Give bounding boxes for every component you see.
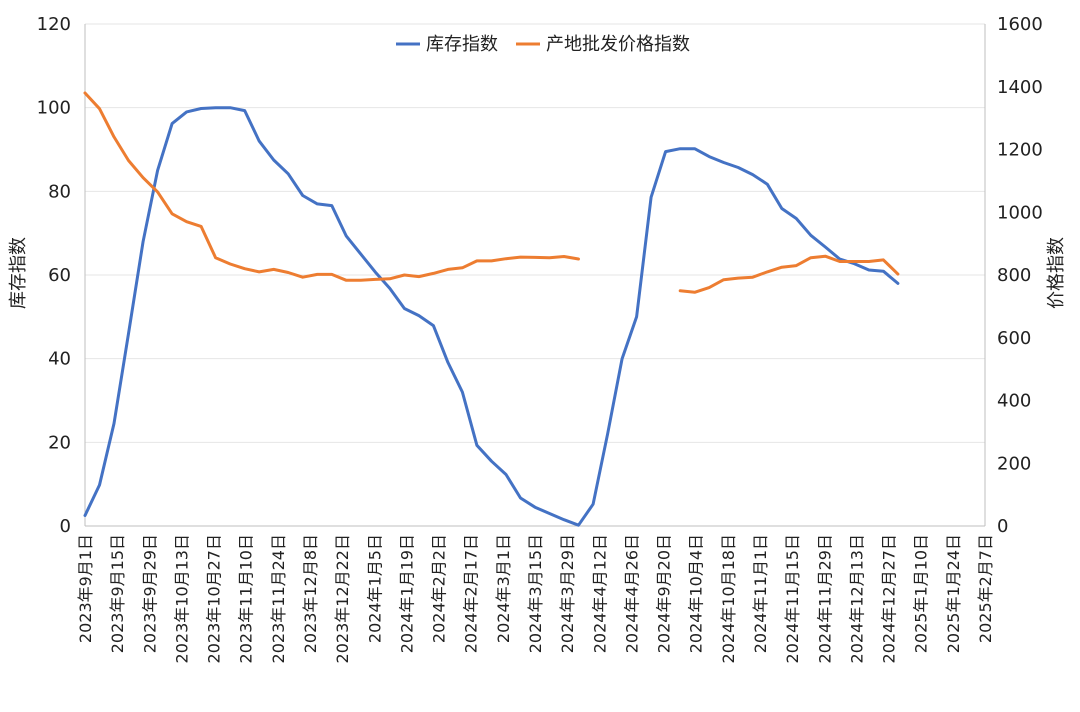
x-tick-label: 2024年11月29日 [815,534,834,663]
y2-tick-label: 1400 [997,77,1043,98]
x-tick-label: 2023年11月10日 [237,534,256,663]
x-tick-label: 2023年10月13日 [172,534,191,663]
y2-tick-label: 1200 [997,140,1043,161]
x-tick-label: 2024年4月12日 [590,534,609,653]
y-tick-label: 60 [48,265,71,286]
x-tick-label: 2024年11月15日 [783,534,802,663]
x-tick-label: 2023年10月27日 [205,534,224,663]
y2-tick-label: 400 [997,391,1031,412]
gridlines [85,23,985,527]
y2-tick-label: 0 [997,516,1008,537]
series-line-inventory [83,106,900,527]
y2-tick-label: 1000 [997,202,1043,223]
x-tick-label: 2024年9月20日 [655,534,674,653]
x-axis-tick-labels: 2023年9月1日 2023年9月15日 2023年9月29日 2023年10月13日… [76,534,995,663]
y-axis-left-tick-labels: 0 20 40 60 80 100 120 [37,14,71,537]
x-tick-label: 2024年3月1日 [494,534,513,643]
legend-label-inventory: 库存指数 [426,34,498,55]
y-tick-label: 0 [60,516,71,537]
y2-tick-label: 200 [997,453,1031,474]
y-tick-label: 80 [48,181,71,202]
x-tick-label: 2023年12月8日 [301,534,320,653]
x-tick-label: 2023年12月22日 [333,534,352,663]
y-axis-left-title: 库存指数 [8,237,29,309]
x-tick-label: 2023年9月1日 [76,534,95,643]
x-tick-label: 2023年9月29日 [140,534,159,653]
x-tick-label: 2024年3月29日 [558,534,577,653]
x-tick-label: 2025年1月10日 [912,534,931,653]
y-axis-right-tick-labels: 0 200 400 600 800 1000 1200 1400 1600 [997,14,1043,537]
y2-tick-label: 800 [997,265,1031,286]
x-tick-label: 2024年1月19日 [397,534,416,653]
x-tick-label: 2024年4月26日 [622,534,641,653]
x-tick-label: 2024年12月27日 [880,534,899,663]
series-lines [83,91,900,527]
x-tick-label: 2024年11月1日 [751,534,770,653]
x-tick-label: 2024年10月18日 [719,534,738,663]
y-tick-label: 100 [37,98,71,119]
y2-tick-label: 600 [997,328,1031,349]
x-tick-label: 2025年1月24日 [944,534,963,653]
x-tick-label: 2024年2月2日 [430,534,449,643]
x-tick-label: 2024年1月5日 [365,534,384,643]
x-tick-label: 2024年3月15日 [526,534,545,653]
x-tick-label: 2023年9月15日 [108,534,127,653]
y2-tick-label: 1600 [997,14,1043,35]
x-tick-label: 2025年2月7日 [976,534,995,643]
y-axis-right-title: 价格指数 [1046,237,1067,309]
legend-label-price: 产地批发价格指数 [546,34,690,55]
x-tick-label: 2024年12月13日 [847,534,866,663]
y-tick-label: 120 [37,14,71,35]
x-tick-label: 2023年11月24日 [269,534,288,663]
legend: 库存指数 产地批发价格指数 [396,34,690,55]
x-tick-label: 2024年2月17日 [462,534,481,653]
series-line-price [83,91,900,294]
x-tick-label: 2024年10月4日 [687,534,706,653]
y-tick-label: 20 [48,432,71,453]
y-tick-label: 40 [48,349,71,370]
